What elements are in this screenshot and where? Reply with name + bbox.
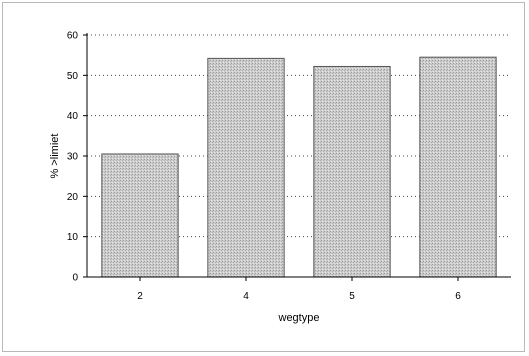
bar-5: [313, 65, 391, 278]
bar-6: [419, 56, 497, 278]
y-axis-label: % >limiet: [49, 134, 61, 179]
x-tick-label: 6: [455, 291, 461, 302]
bar-2: [101, 153, 179, 278]
bars: [101, 56, 497, 278]
y-tick-label: 0: [72, 273, 78, 284]
axes: [83, 33, 511, 281]
y-tick-label: 20: [67, 192, 79, 203]
x-tick-label: 2: [137, 291, 143, 302]
x-tick-label: 4: [243, 291, 249, 302]
gridlines: [87, 34, 511, 238]
y-tick-label: 50: [67, 71, 79, 82]
y-tick-label: 30: [67, 152, 79, 163]
bar-4: [207, 57, 285, 278]
y-tick-label: 40: [67, 111, 79, 122]
x-tick-labels: 2 4 5 6: [137, 291, 461, 302]
y-tick-label: 60: [67, 31, 79, 42]
x-tick-label: 5: [349, 291, 355, 302]
y-tick-labels: 0 10 20 30 40 50 60: [67, 31, 79, 284]
y-tick-label: 10: [67, 232, 79, 243]
x-axis-label: wegtype: [278, 312, 320, 324]
